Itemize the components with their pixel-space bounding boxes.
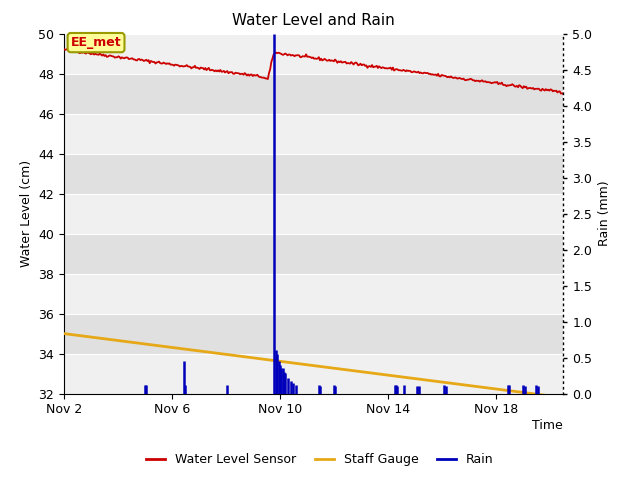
- Text: Time: Time: [532, 419, 563, 432]
- Bar: [64, 73, 563, 114]
- Legend: Water Level Sensor, Staff Gauge, Rain: Water Level Sensor, Staff Gauge, Rain: [141, 448, 499, 471]
- Y-axis label: Water Level (cm): Water Level (cm): [20, 160, 33, 267]
- Y-axis label: Rain (mm): Rain (mm): [598, 181, 611, 246]
- Bar: [64, 274, 563, 313]
- Bar: [64, 34, 563, 73]
- Bar: [64, 154, 563, 193]
- Bar: [64, 193, 563, 234]
- Title: Water Level and Rain: Water Level and Rain: [232, 13, 395, 28]
- Bar: [64, 354, 563, 394]
- Text: EE_met: EE_met: [71, 36, 122, 49]
- Bar: [64, 313, 563, 354]
- Bar: [64, 114, 563, 154]
- Bar: [64, 234, 563, 274]
